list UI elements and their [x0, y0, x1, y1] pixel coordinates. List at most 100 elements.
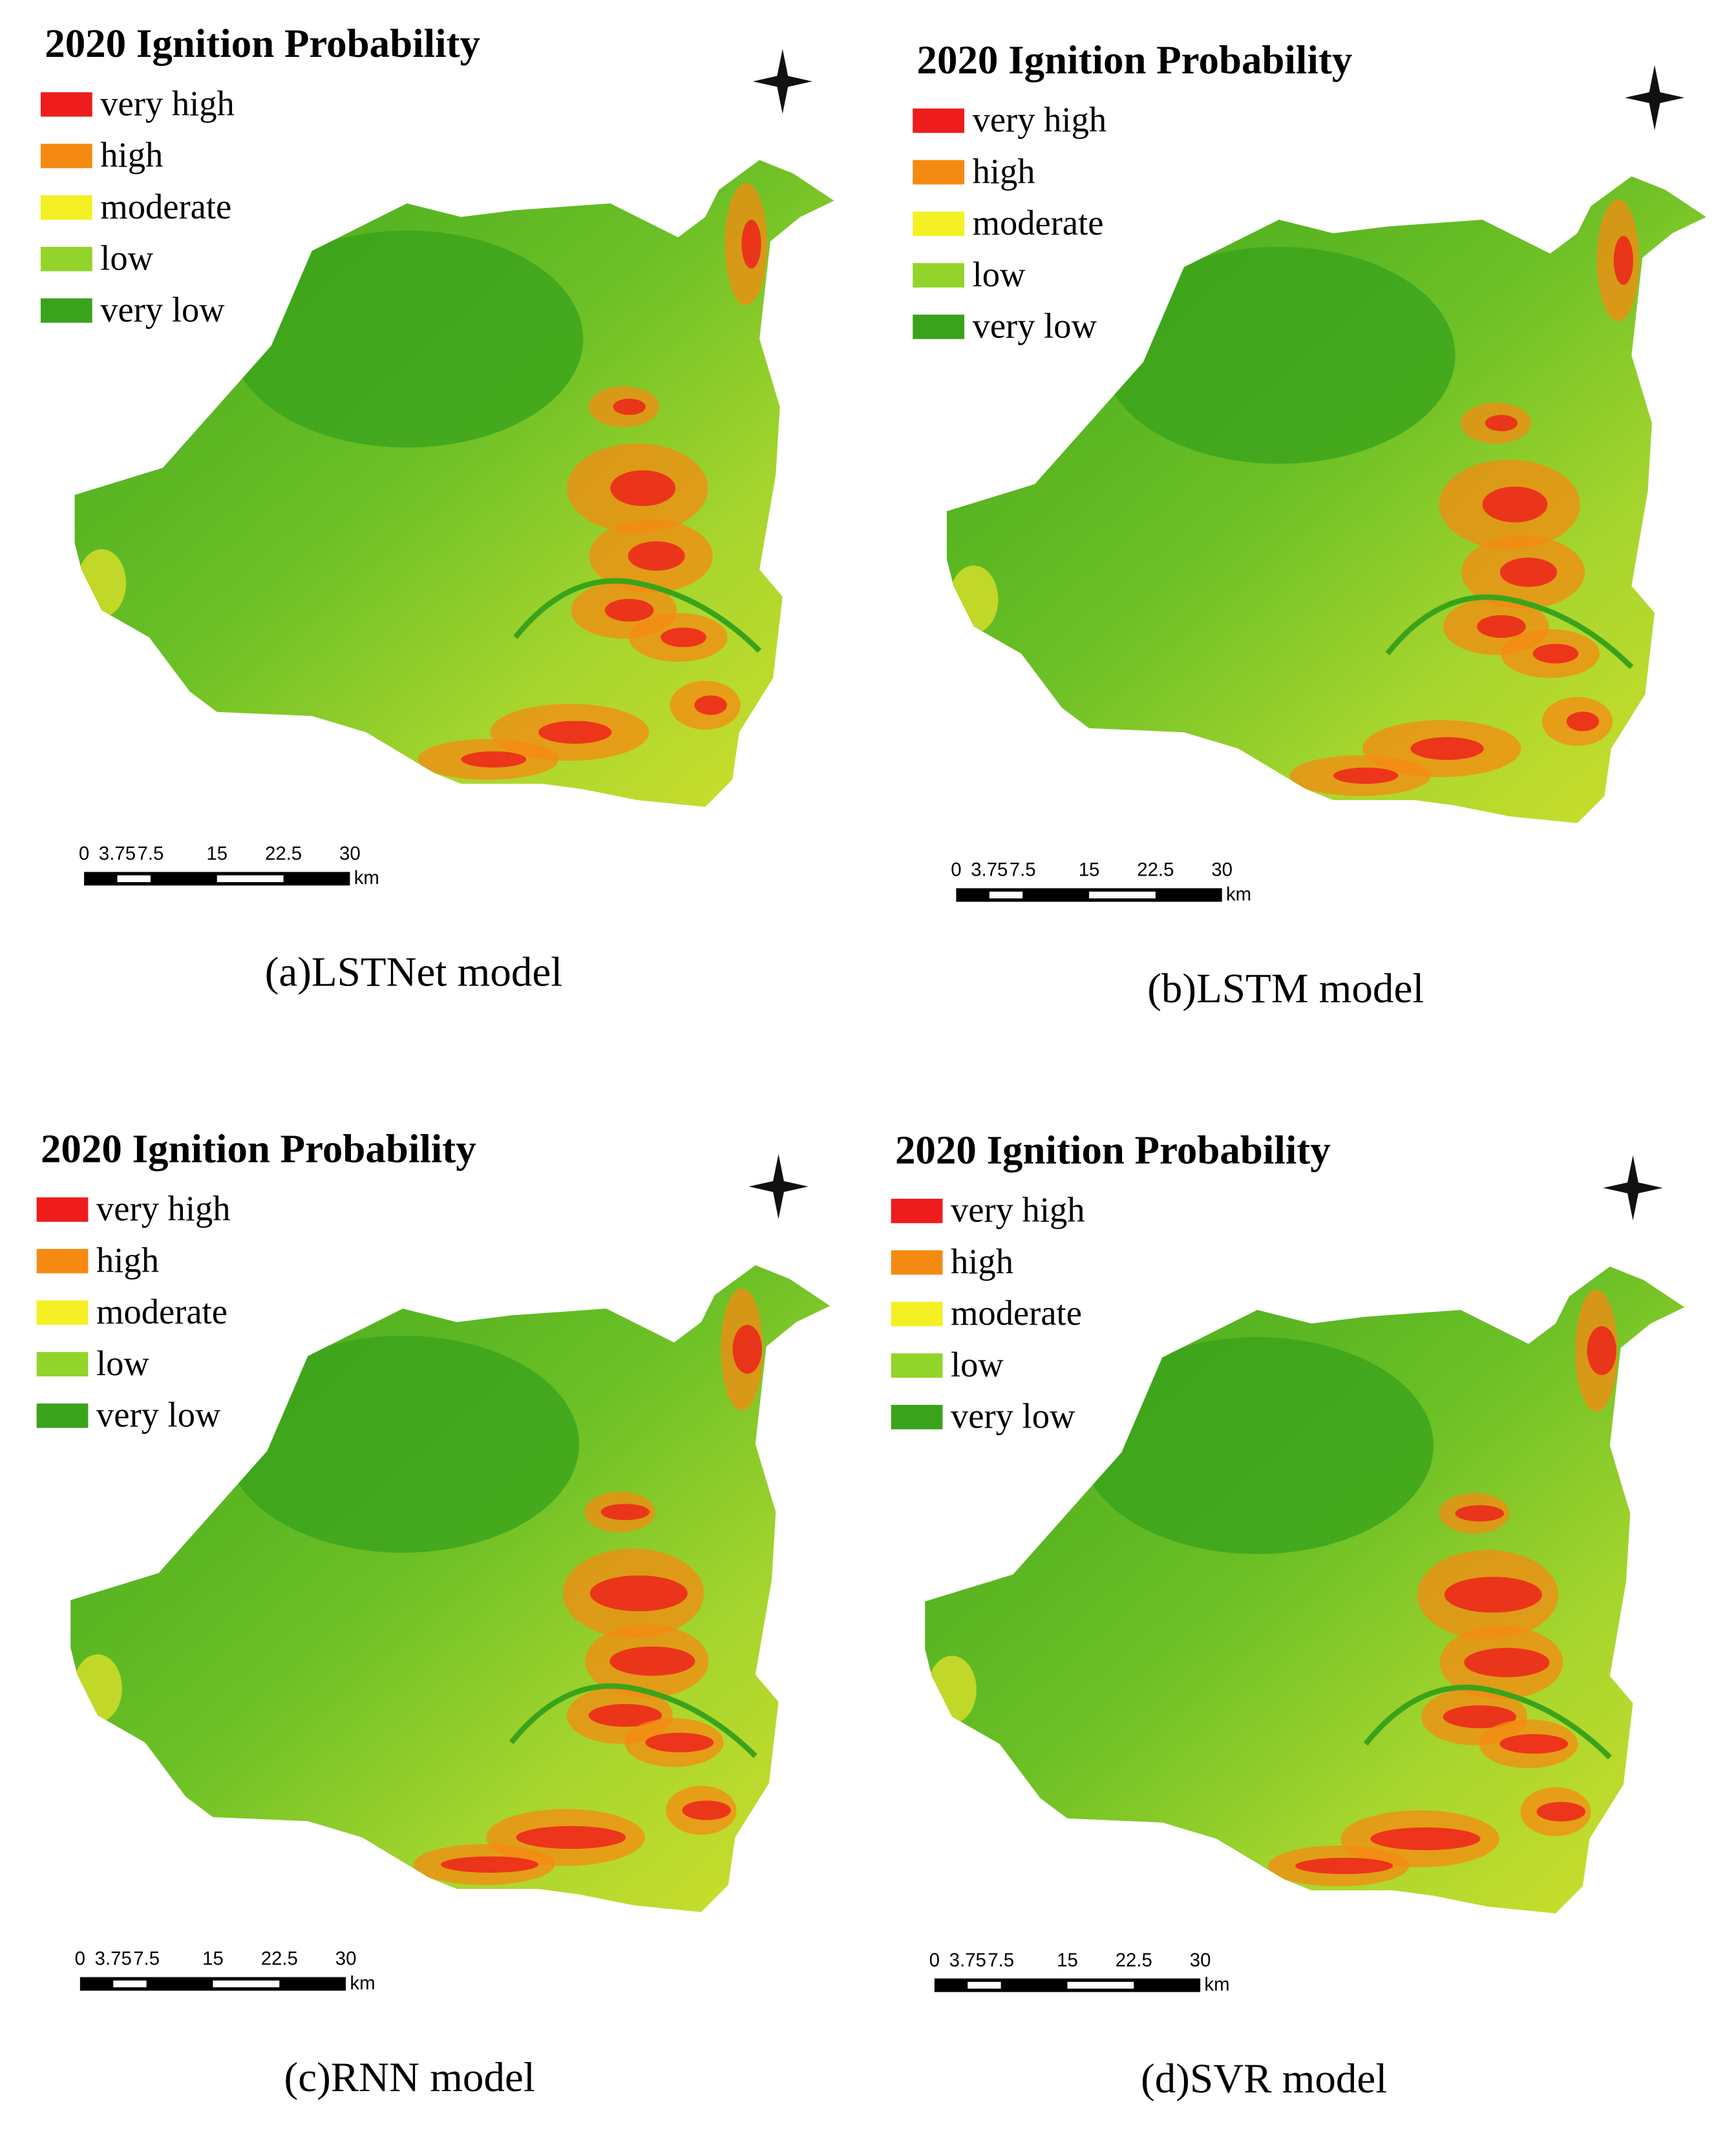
west-edge: [77, 549, 127, 617]
legend-label: very high: [973, 100, 1107, 140]
very-high-zone: [1464, 1648, 1550, 1678]
panel-caption: (c)RNN model: [284, 2054, 535, 2101]
panel-title: 2020 Ignition Probability: [41, 1126, 476, 1171]
legend-swatch: [891, 1405, 943, 1429]
scale-label: 30: [1190, 1950, 1211, 1971]
legend-label: low: [973, 255, 1026, 294]
scale-label: 3.75: [949, 1950, 986, 1971]
legend-label: high: [951, 1241, 1013, 1281]
very-high-zone: [628, 541, 685, 571]
panel-title: 2020 Ignition Probability: [895, 1127, 1331, 1172]
compass-star: [1603, 1155, 1663, 1221]
panel-caption: (b)LSTM model: [1147, 965, 1424, 1012]
scale-label: 0: [951, 859, 961, 881]
legend-swatch: [913, 160, 964, 185]
very-high-zone: [600, 1504, 650, 1521]
map-region: [70, 1265, 831, 1912]
very-high-zone: [741, 219, 761, 269]
very-high-zone: [1499, 1734, 1569, 1754]
legend-label: very low: [951, 1396, 1075, 1436]
legend-swatch: [40, 92, 92, 117]
scale-label: 15: [202, 1948, 224, 1970]
legend-label: low: [951, 1345, 1004, 1384]
legend-swatch: [40, 143, 92, 169]
scale-unit: km: [350, 1972, 375, 1994]
scale-label: 22.5: [1116, 1950, 1152, 1971]
very-high-zone: [461, 751, 527, 768]
dense-forest: [230, 230, 584, 448]
scale-unit: km: [1226, 883, 1251, 905]
very-high-zone: [1370, 1827, 1481, 1851]
legend-swatch: [913, 108, 964, 133]
river: [1385, 594, 1634, 669]
very-high-zone: [1613, 236, 1633, 285]
legend-swatch: [40, 246, 92, 271]
map-region: [74, 160, 834, 807]
very-high-zone: [661, 627, 706, 648]
scale-bar-segment: [989, 891, 1023, 899]
legend-swatch: [36, 1197, 89, 1222]
panel-caption: (d)SVR model: [1141, 2056, 1387, 2102]
legend-swatch: [913, 211, 964, 237]
legend-label: very high: [100, 83, 235, 123]
panel-title: 2020 Ignition Probability: [45, 21, 480, 66]
very-high-zone: [1536, 1802, 1586, 1822]
very-high-zone: [1566, 711, 1600, 732]
legend-swatch: [891, 1353, 943, 1378]
scale-label: 22.5: [265, 843, 302, 864]
legend-label: very low: [96, 1395, 221, 1435]
scale-label: 0: [929, 1950, 940, 1971]
scale-label: 7.5: [138, 843, 164, 864]
scale-bar-segment: [1089, 891, 1156, 899]
compass-star: [1624, 65, 1685, 131]
north-arrow: [1603, 1155, 1663, 1221]
scale-label: 15: [1057, 1950, 1078, 1971]
legend-label: moderate: [951, 1293, 1082, 1332]
scale-bar-segment: [217, 875, 284, 883]
scale-label: 3.75: [99, 843, 136, 864]
compass-star: [748, 1153, 809, 1219]
panel-title: 2020 Ignition Probability: [917, 37, 1353, 82]
map-panel: 2020 Ignition Probability very high high mo…: [36, 1126, 831, 2101]
very-high-zone: [1410, 737, 1484, 761]
scale-label: 3.75: [95, 1948, 132, 1970]
legend-swatch: [40, 298, 92, 323]
river: [1363, 1685, 1612, 1760]
legend-swatch: [40, 195, 92, 220]
scale-label: 7.5: [133, 1948, 160, 1970]
legend-swatch: [36, 1403, 89, 1428]
scale-unit: km: [354, 867, 379, 889]
legend-swatch: [891, 1250, 943, 1275]
very-high-zone: [604, 598, 654, 622]
map-region: [925, 1266, 1685, 1913]
north-arrow: [1624, 65, 1685, 131]
scale-label: 0: [75, 1948, 85, 1970]
legend-label: high: [96, 1240, 159, 1279]
scale-bar-segment: [968, 1981, 1001, 1989]
legend-label: very low: [100, 290, 225, 329]
legend-label: very high: [951, 1190, 1085, 1230]
scale-label: 15: [206, 843, 228, 864]
very-high-zone: [588, 1703, 662, 1727]
west-edge: [949, 565, 999, 634]
legend-swatch: [891, 1301, 943, 1327]
scale-label: 22.5: [1137, 859, 1174, 881]
legend-swatch: [36, 1300, 89, 1325]
panel-caption: (a)LSTNet model: [265, 949, 563, 996]
scale-label: 30: [335, 1948, 357, 1970]
west-edge: [927, 1656, 977, 1724]
very-high-zone: [645, 1732, 714, 1753]
legend-label: very high: [96, 1189, 231, 1228]
scale-bar-segment: [213, 1980, 280, 1988]
scale-label: 0: [79, 843, 89, 864]
legend-label: very low: [973, 306, 1097, 346]
very-high-zone: [1485, 415, 1518, 432]
very-high-zone: [1532, 644, 1579, 664]
compass-star: [752, 48, 812, 114]
very-high-zone: [1295, 1857, 1393, 1875]
very-high-zone: [1444, 1577, 1542, 1613]
north-arrow: [748, 1153, 809, 1219]
dense-forest: [226, 1335, 580, 1553]
